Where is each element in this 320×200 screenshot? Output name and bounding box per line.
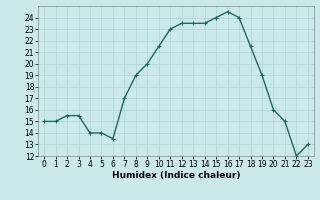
X-axis label: Humidex (Indice chaleur): Humidex (Indice chaleur) <box>112 171 240 180</box>
